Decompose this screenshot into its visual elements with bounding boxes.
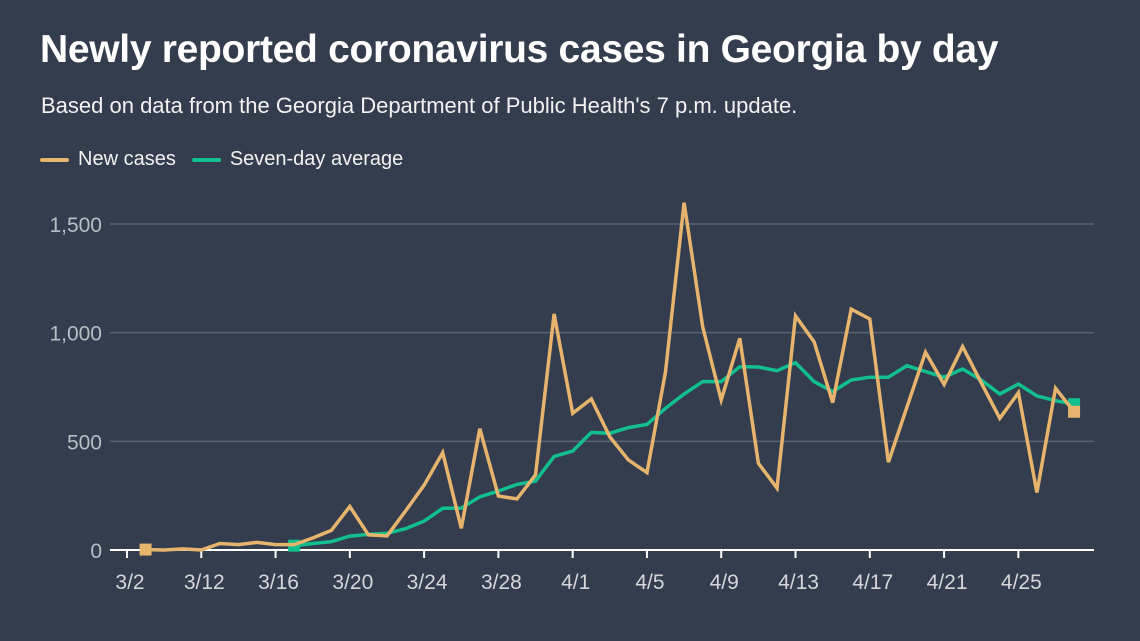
legend-label-new-cases: New cases — [78, 148, 176, 170]
y-tick-label: 500 — [67, 431, 102, 454]
x-tick-label: 4/5 — [635, 571, 664, 594]
x-tick-label: 3/2 — [115, 571, 144, 594]
chart-subtitle: Based on data from the Georgia Departmen… — [41, 93, 798, 118]
x-tick-label: 3/20 — [332, 571, 373, 594]
legend-label-seven-day-average: Seven-day average — [229, 148, 404, 170]
legend-item-new-cases: New cases — [40, 148, 176, 171]
x-tick-label: 4/9 — [710, 571, 739, 594]
x-tick-label: 3/16 — [258, 571, 299, 594]
y-tick-label: 1,000 — [49, 323, 102, 346]
series-line-seven-day-average — [293, 360, 1075, 548]
x-tick-label: 4/21 — [927, 571, 968, 594]
x-tick-label: 3/28 — [481, 571, 522, 594]
end-marker-new-cases — [1068, 405, 1081, 418]
x-tick-label: 3/12 — [184, 571, 225, 594]
series-line-new-cases — [145, 202, 1076, 552]
x-tick-label: 4/17 — [852, 571, 893, 594]
start-marker-new-cases — [139, 543, 152, 556]
legend-swatch-seven-day-average — [191, 157, 221, 162]
chart-title: Newly reported coronavirus cases in Geor… — [40, 28, 999, 71]
x-tick-label: 3/24 — [407, 571, 448, 594]
legend-swatch-new-cases — [40, 157, 69, 162]
y-tick-label: 0 — [90, 540, 102, 563]
x-tick-label: 4/25 — [1001, 571, 1042, 594]
legend: New cases Seven-day average — [40, 148, 419, 171]
x-tick-label: 4/1 — [561, 571, 590, 594]
legend-item-seven-day-average: Seven-day average — [191, 148, 404, 171]
x-tick-label: 4/13 — [778, 571, 819, 594]
y-tick-label: 1,500 — [49, 214, 102, 237]
